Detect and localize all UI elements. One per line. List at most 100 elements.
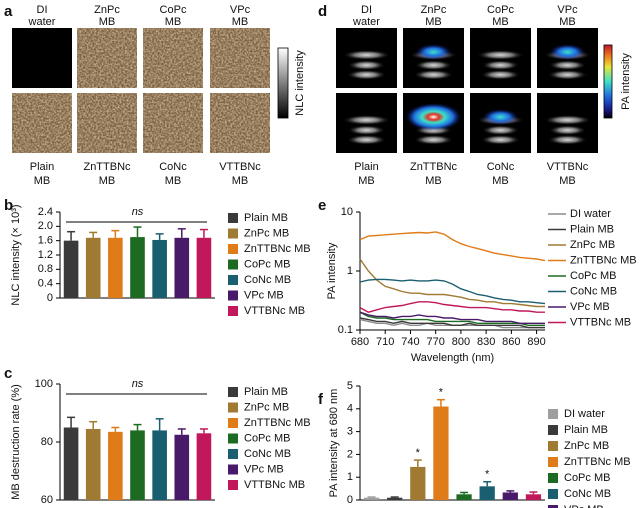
legend-swatch — [228, 464, 238, 475]
legend-label: ZnTTBNc MB — [244, 243, 311, 255]
bar — [152, 239, 167, 298]
y-tick-label: 60 — [41, 494, 53, 506]
y-tick-label: 4 — [347, 403, 353, 415]
pa-hotspot — [549, 44, 586, 60]
legend-label: VTTBNc MB — [244, 479, 305, 491]
image-label: MB — [34, 175, 51, 187]
legend-label: CoNc MB — [564, 488, 611, 500]
pa-signal — [548, 125, 587, 136]
data-line — [359, 311, 545, 326]
legend-swatch — [228, 433, 238, 444]
data-line — [359, 311, 545, 324]
annotation: ns — [132, 206, 144, 218]
legend-label: VPc MB — [244, 463, 284, 475]
panel-letter: a — [4, 3, 13, 20]
y-tick-label: 5 — [347, 380, 353, 392]
image-label: ZnTTBNc — [410, 161, 458, 173]
data-line — [359, 317, 545, 329]
nlc-texture — [143, 28, 203, 88]
legend-swatch — [228, 418, 238, 428]
bar — [174, 434, 190, 500]
legend-label: VTTBNc MB — [570, 316, 631, 328]
y-axis-label: NLC intensity (× 10³) — [10, 204, 22, 305]
y-axis-label: PA intensity — [326, 242, 338, 299]
legend-swatch — [548, 473, 558, 483]
image-label: Plain — [30, 161, 54, 173]
legend-swatch — [228, 306, 238, 316]
pa-signal — [346, 134, 387, 145]
bar — [85, 237, 101, 298]
bar — [196, 237, 212, 298]
panel-letter: f — [318, 391, 324, 408]
legend-swatch — [228, 228, 238, 239]
legend-label: VPc MB — [244, 289, 284, 301]
pa-signal — [414, 60, 453, 71]
y-tick-label: 3 — [347, 426, 353, 438]
image-label: MB — [358, 175, 375, 187]
pa-signal — [547, 69, 588, 80]
pa-hotspot — [482, 109, 519, 125]
bar — [108, 431, 123, 500]
x-tick-label: 830 — [477, 336, 495, 348]
image-label: DI — [37, 4, 48, 16]
legend-swatch — [228, 449, 238, 459]
bar — [363, 497, 380, 500]
bar — [456, 494, 472, 500]
legend-swatch — [228, 402, 238, 413]
image-label: MB — [165, 175, 182, 187]
x-tick-label: 860 — [502, 336, 520, 348]
colorbar — [603, 44, 613, 119]
y-tick-label: 0 — [47, 292, 53, 304]
bar — [174, 237, 190, 298]
image-label: DI — [361, 4, 372, 16]
image-label: ZnTTBNc — [83, 161, 131, 173]
bar — [502, 492, 518, 500]
legend-label: ZnPc MB — [244, 227, 289, 239]
legend-swatch — [548, 457, 558, 467]
x-tick-label: 770 — [427, 336, 445, 348]
image-label: MB — [232, 175, 249, 187]
nlc-texture — [77, 93, 137, 153]
pa-signal — [347, 60, 386, 71]
image-label: MB — [492, 16, 509, 28]
bar — [63, 427, 79, 500]
image-label: ZnPc — [421, 4, 447, 16]
y-tick-label: 80 — [41, 436, 53, 448]
image-label: MB — [559, 16, 576, 28]
pa-signal — [347, 125, 386, 136]
pa-signal — [346, 69, 387, 80]
legend-label: ZnPc MB — [244, 401, 289, 413]
pa-signal — [547, 134, 588, 145]
bar — [108, 237, 123, 298]
legend-swatch — [228, 213, 238, 223]
nlc-texture — [210, 28, 270, 88]
legend-swatch — [548, 425, 558, 435]
x-tick-label: 710 — [376, 336, 394, 348]
image-label: MB — [165, 16, 182, 28]
legend-swatch — [548, 441, 558, 451]
legend-swatch — [228, 244, 238, 254]
pa-signal — [342, 50, 391, 60]
image-label: VTTBNc — [547, 161, 589, 173]
legend-swatch — [228, 275, 238, 285]
bar — [63, 240, 79, 298]
nlc-image — [12, 28, 72, 88]
colorbar — [277, 47, 289, 119]
legend-label: CoNc MB — [244, 448, 291, 460]
pa-signal — [543, 115, 592, 125]
legend-label: VPc MB — [570, 301, 610, 313]
legend-label: ZnTTBNc MB — [564, 456, 631, 468]
image-label: VTTBNc — [219, 161, 261, 173]
legend-label: ZnPc MB — [570, 239, 615, 251]
bar — [525, 494, 542, 500]
legend-swatch — [228, 259, 238, 270]
y-tick-label: 100 — [35, 378, 53, 390]
legend-swatch — [548, 489, 558, 499]
legend-label: Plain MB — [244, 386, 288, 398]
pa-hotspot — [405, 103, 462, 131]
pa-signal — [342, 115, 391, 125]
pa-signal — [481, 125, 520, 136]
pa-signal — [480, 69, 521, 80]
nlc-texture — [77, 28, 137, 88]
